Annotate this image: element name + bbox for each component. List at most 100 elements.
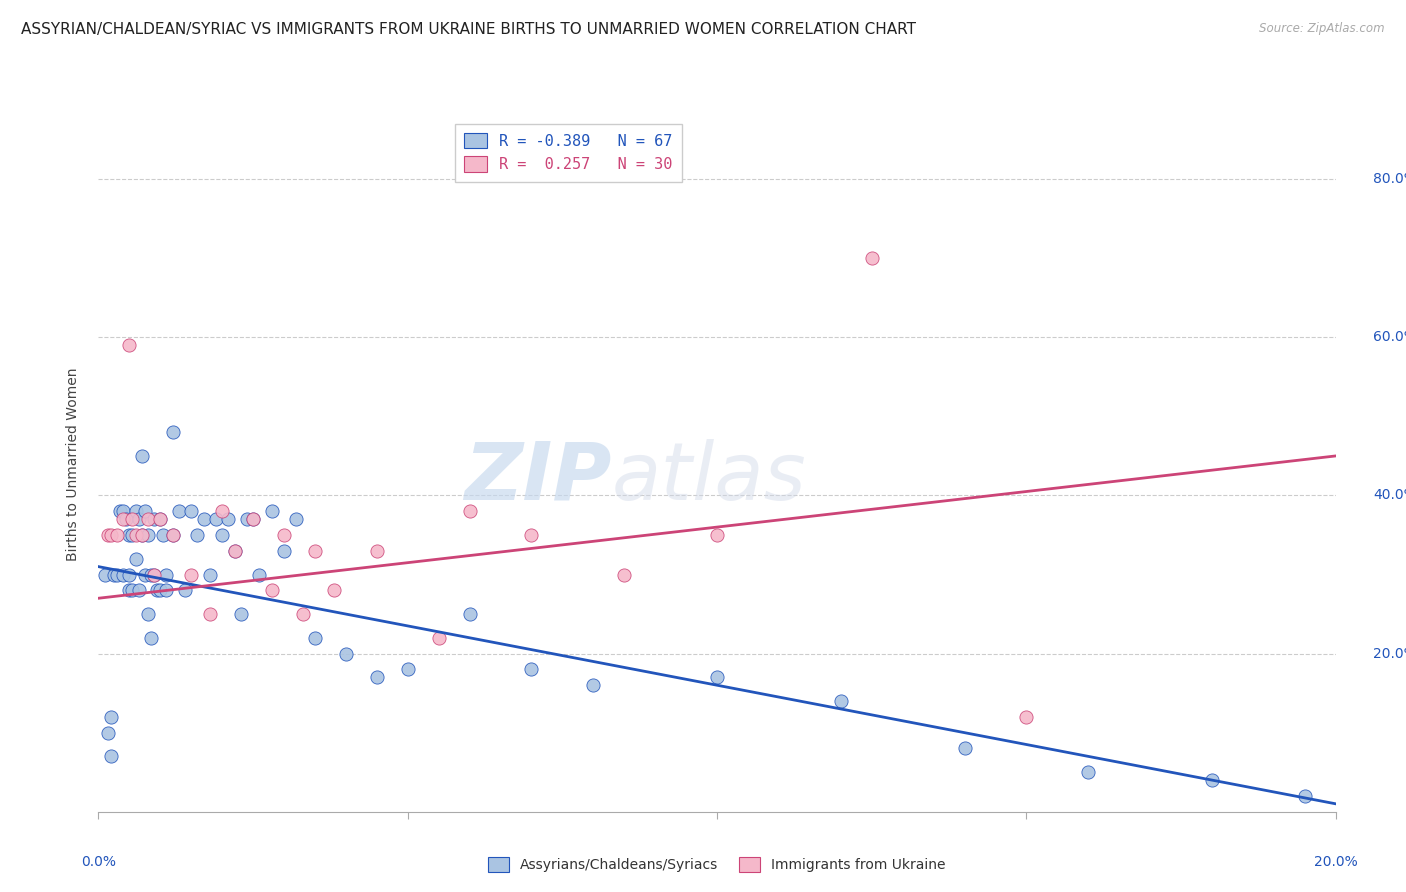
Point: [211, 504, 233, 518]
Point: [174, 583, 197, 598]
Text: 40.0%: 40.0%: [1372, 489, 1406, 502]
Point: [134, 567, 156, 582]
Point: [124, 551, 146, 566]
Point: [118, 583, 141, 598]
Point: [121, 528, 143, 542]
Point: [162, 528, 184, 542]
Point: [304, 631, 326, 645]
Point: [143, 512, 166, 526]
Point: [458, 504, 481, 518]
Point: [100, 749, 122, 764]
Point: [93, 567, 115, 582]
Point: [229, 607, 252, 621]
Point: [224, 544, 246, 558]
Point: [1294, 789, 1316, 803]
Point: [162, 425, 184, 440]
Y-axis label: Births to Unmarried Women: Births to Unmarried Women: [66, 368, 80, 560]
Point: [146, 583, 169, 598]
Point: [186, 528, 208, 542]
Point: [193, 512, 215, 526]
Point: [304, 544, 326, 558]
Point: [134, 504, 156, 518]
Point: [136, 607, 159, 621]
Point: [105, 528, 128, 542]
Point: [273, 528, 295, 542]
Point: [139, 631, 162, 645]
Point: [155, 567, 177, 582]
Point: [162, 528, 184, 542]
Point: [124, 504, 146, 518]
Point: [366, 670, 388, 684]
Text: 20.0%: 20.0%: [1313, 855, 1358, 869]
Text: 60.0%: 60.0%: [1372, 330, 1406, 344]
Point: [335, 647, 357, 661]
Point: [285, 512, 308, 526]
Text: Source: ZipAtlas.com: Source: ZipAtlas.com: [1260, 22, 1385, 36]
Point: [118, 338, 141, 352]
Point: [131, 449, 153, 463]
Point: [211, 528, 233, 542]
Point: [198, 567, 221, 582]
Point: [291, 607, 314, 621]
Point: [131, 528, 153, 542]
Point: [112, 567, 135, 582]
Point: [1015, 710, 1038, 724]
Text: 20.0%: 20.0%: [1372, 647, 1406, 661]
Point: [131, 528, 153, 542]
Text: 0.0%: 0.0%: [82, 855, 115, 869]
Point: [180, 567, 202, 582]
Point: [118, 567, 141, 582]
Point: [103, 567, 125, 582]
Text: ZIP: ZIP: [464, 439, 612, 516]
Point: [1201, 773, 1223, 788]
Point: [260, 504, 283, 518]
Point: [143, 567, 166, 582]
Point: [167, 504, 190, 518]
Point: [427, 631, 450, 645]
Point: [217, 512, 239, 526]
Point: [273, 544, 295, 558]
Point: [953, 741, 976, 756]
Point: [322, 583, 344, 598]
Point: [396, 662, 419, 676]
Point: [613, 567, 636, 582]
Point: [108, 504, 131, 518]
Point: [236, 512, 259, 526]
Point: [112, 504, 135, 518]
Point: [458, 607, 481, 621]
Point: [260, 583, 283, 598]
Point: [830, 694, 852, 708]
Point: [520, 662, 543, 676]
Point: [155, 583, 177, 598]
Point: [100, 710, 122, 724]
Legend: Assyrians/Chaldeans/Syriacs, Immigrants from Ukraine: Assyrians/Chaldeans/Syriacs, Immigrants …: [482, 852, 952, 878]
Point: [242, 512, 264, 526]
Text: atlas: atlas: [612, 439, 807, 516]
Point: [205, 512, 228, 526]
Point: [118, 528, 141, 542]
Point: [706, 528, 728, 542]
Point: [105, 567, 128, 582]
Point: [136, 512, 159, 526]
Point: [152, 528, 174, 542]
Point: [121, 512, 143, 526]
Text: ASSYRIAN/CHALDEAN/SYRIAC VS IMMIGRANTS FROM UKRAINE BIRTHS TO UNMARRIED WOMEN CO: ASSYRIAN/CHALDEAN/SYRIAC VS IMMIGRANTS F…: [21, 22, 917, 37]
Point: [149, 512, 172, 526]
Point: [112, 512, 135, 526]
Point: [97, 528, 120, 542]
Point: [128, 512, 150, 526]
Point: [139, 567, 162, 582]
Point: [149, 583, 172, 598]
Point: [242, 512, 264, 526]
Point: [180, 504, 202, 518]
Point: [706, 670, 728, 684]
Point: [582, 678, 605, 692]
Point: [149, 512, 172, 526]
Point: [224, 544, 246, 558]
Point: [100, 528, 122, 542]
Text: 80.0%: 80.0%: [1372, 172, 1406, 186]
Point: [124, 528, 146, 542]
Point: [128, 583, 150, 598]
Point: [1077, 765, 1099, 780]
Point: [121, 583, 143, 598]
